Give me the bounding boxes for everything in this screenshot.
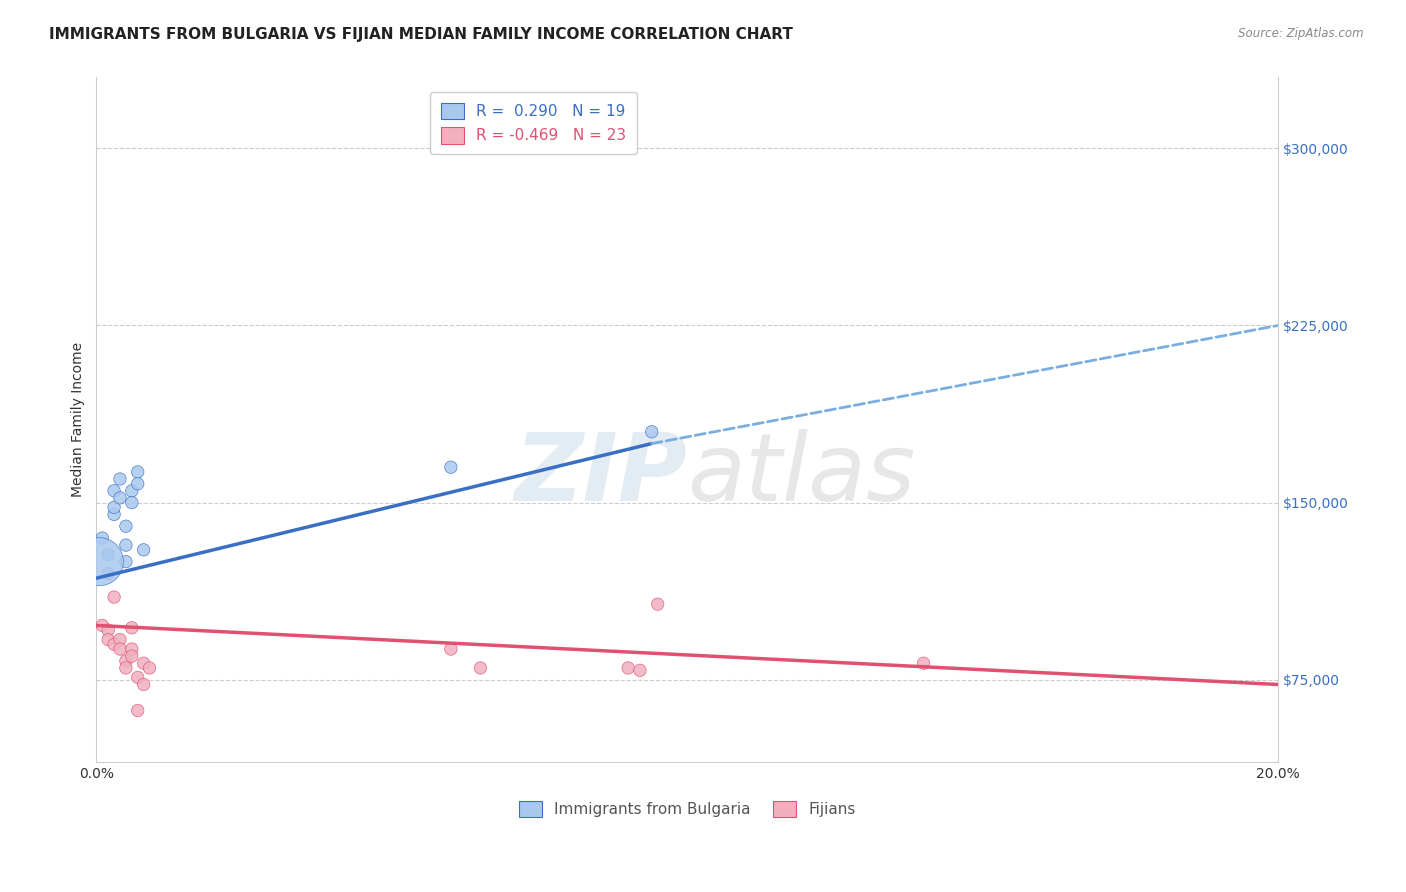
Point [121,621,143,635]
Point [121,495,143,509]
Point [108,642,131,657]
Point [115,654,138,668]
Point [641,425,664,439]
Point [103,637,125,651]
Point [115,661,138,675]
Point [103,500,125,515]
Point [127,476,149,491]
Point [108,491,131,505]
Point [97,566,120,581]
Text: atlas: atlas [688,429,915,520]
Point [127,465,149,479]
Point [115,538,138,552]
Point [108,472,131,486]
Point [115,519,138,533]
Point [115,555,138,569]
Point [127,703,149,717]
Point [132,657,155,671]
Point [121,649,143,664]
Point [912,657,935,671]
Point [121,483,143,498]
Text: IMMIGRANTS FROM BULGARIA VS FIJIAN MEDIAN FAMILY INCOME CORRELATION CHART: IMMIGRANTS FROM BULGARIA VS FIJIAN MEDIA… [49,27,793,42]
Legend: Immigrants from Bulgaria, Fijians: Immigrants from Bulgaria, Fijians [513,795,862,823]
Point [617,661,640,675]
Point [108,632,131,647]
Text: ZIP: ZIP [515,429,688,521]
Point [647,597,669,611]
Point [628,663,651,677]
Y-axis label: Median Family Income: Median Family Income [72,343,86,498]
Point [470,661,492,675]
Text: Source: ZipAtlas.com: Source: ZipAtlas.com [1239,27,1364,40]
Point [91,618,114,632]
Point [132,542,155,557]
Point [97,623,120,637]
Point [127,670,149,684]
Point [138,661,160,675]
Point [89,555,111,569]
Point [132,677,155,691]
Point [103,590,125,604]
Point [103,508,125,522]
Point [91,531,114,545]
Point [97,632,120,647]
Point [121,642,143,657]
Point [440,642,463,657]
Point [440,460,463,475]
Point [103,483,125,498]
Point [97,548,120,562]
